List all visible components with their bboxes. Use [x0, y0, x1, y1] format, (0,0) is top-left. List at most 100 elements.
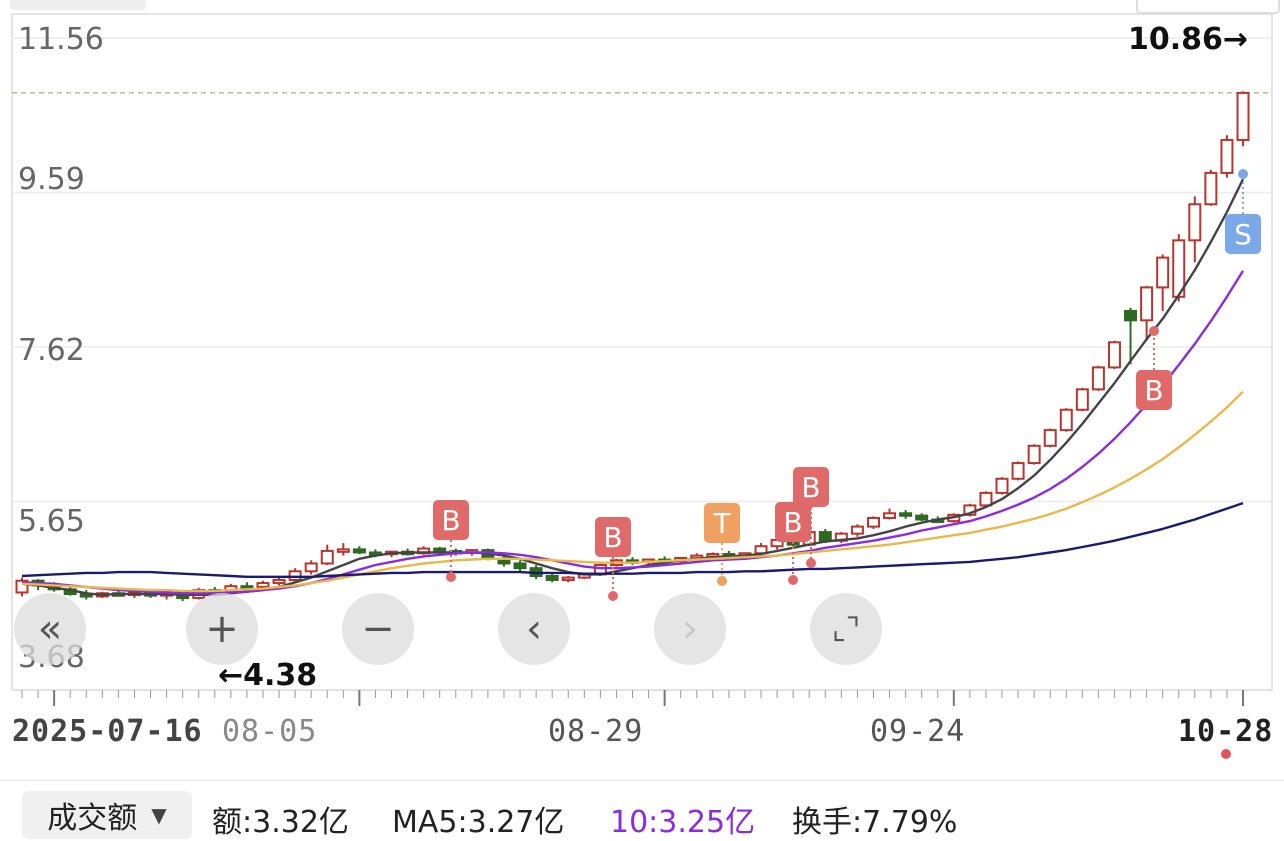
candle-body	[1156, 256, 1170, 289]
top-tab-fragment	[10, 0, 146, 10]
top-right-fragment	[1136, 0, 1280, 14]
candle-body	[979, 491, 993, 507]
candle-body	[1091, 366, 1105, 391]
marker-dot	[608, 591, 618, 601]
candle-body	[513, 562, 527, 570]
candle-body	[899, 512, 913, 517]
plot-border	[11, 13, 1273, 691]
marker-badge	[704, 503, 740, 543]
trade-marker-b: B	[595, 517, 631, 601]
y-tick-label: 7.62	[18, 333, 85, 368]
x-tick-label: 09-24	[870, 714, 966, 749]
marker-dot	[788, 575, 798, 585]
marker-label: T	[712, 507, 731, 540]
candle-body	[15, 579, 29, 594]
candle-body	[1107, 341, 1121, 369]
marker-label: B	[1144, 374, 1163, 407]
trade-marker-b: B	[1136, 326, 1172, 410]
moving-average-lines	[21, 178, 1245, 596]
ma-line	[21, 501, 1244, 578]
volume-info-bar: 成交额 ▼ 额:3.32亿 MA5:3.27亿 10:3.25亿 换手:7.79…	[0, 780, 1284, 841]
x-tick-label: 2025-07-16	[12, 714, 203, 749]
marker-dot	[806, 558, 816, 568]
marker-dot	[1149, 326, 1159, 336]
zoom-in-button[interactable]: +	[186, 593, 258, 665]
candle-body	[336, 548, 350, 553]
indicator-selector[interactable]: 成交额 ▼	[22, 791, 192, 839]
marker-label: B	[801, 471, 820, 504]
low-price-label: ←4.38	[218, 658, 318, 693]
marker-label: B	[783, 506, 802, 539]
marker-label: B	[441, 504, 460, 537]
candle-body	[352, 548, 366, 554]
candle-body	[1188, 203, 1202, 242]
candle-body	[1043, 429, 1057, 447]
trade-marker-s: S	[1225, 169, 1261, 254]
rewind-button[interactable]: «	[14, 593, 86, 665]
next-button[interactable]: ›	[654, 593, 726, 665]
y-tick-label: 9.59	[18, 162, 85, 197]
candle-body	[1220, 138, 1234, 174]
candle-body	[304, 562, 318, 573]
candle-body	[1059, 408, 1073, 432]
marker-badge	[775, 502, 811, 542]
fullscreen-button[interactable]: ⌞⌝	[810, 593, 882, 665]
ma-line	[21, 270, 1245, 595]
high-price-label: 10.86→	[1128, 22, 1249, 57]
caret-down-icon: ▼	[151, 803, 167, 827]
y-tick-label: 11.56	[18, 22, 104, 57]
candle-body	[561, 576, 575, 582]
candle-body	[866, 516, 880, 528]
candle-body	[818, 531, 832, 542]
marker-dot	[717, 576, 727, 586]
ma5-amount: MA5:3.27亿	[392, 805, 565, 840]
candle-body	[320, 549, 334, 565]
ma-line	[21, 390, 1244, 593]
trade-marker-b: B	[793, 467, 829, 568]
indicator-selector-label: 成交额	[47, 801, 138, 836]
marker-badge	[1136, 370, 1172, 410]
x-tick-label: 08-05	[222, 714, 318, 749]
x-axis	[21, 690, 1244, 759]
marker-badge	[793, 467, 829, 507]
candle-body	[272, 578, 286, 585]
x-tick-label: 08-29	[548, 714, 644, 749]
candle-body	[1204, 171, 1218, 206]
y-tick-label: 5.65	[18, 504, 85, 539]
candle-body	[1075, 388, 1089, 411]
latest-dot	[1221, 749, 1231, 759]
marker-badge	[595, 517, 631, 557]
marker-label: S	[1234, 218, 1252, 251]
turnover-rate: 换手:7.79%	[792, 805, 958, 840]
candles-layer	[15, 91, 1250, 602]
candle-body	[256, 582, 270, 588]
zoom-out-button[interactable]: −	[342, 593, 414, 665]
prev-button[interactable]: ‹	[498, 593, 570, 665]
trade-marker-b: B	[775, 502, 811, 585]
trade-marker-b: B	[433, 500, 469, 582]
candle-body	[915, 514, 929, 521]
marker-dot	[1238, 169, 1248, 179]
x-tick-label: 10-28	[1178, 714, 1274, 749]
candle-body	[433, 547, 447, 553]
ma-line	[21, 178, 1245, 596]
marker-badge	[433, 500, 469, 540]
candle-body	[995, 477, 1009, 494]
marker-dot	[446, 572, 456, 582]
candle-body	[545, 575, 559, 581]
candle-body	[850, 525, 864, 535]
candle-body	[883, 512, 897, 519]
candle-body	[1124, 309, 1138, 322]
turnover-amount: 额:3.32亿	[212, 805, 349, 840]
ma10-amount: 10:3.25亿	[610, 805, 756, 840]
marker-label: B	[603, 521, 622, 554]
candle-body	[1236, 91, 1250, 141]
chart-grid	[11, 13, 1273, 691]
candle-body	[1027, 444, 1041, 465]
candle-body	[1011, 462, 1025, 480]
marker-badge	[1225, 214, 1261, 254]
trade-marker-t: T	[704, 503, 740, 586]
candle-body	[1140, 286, 1154, 322]
